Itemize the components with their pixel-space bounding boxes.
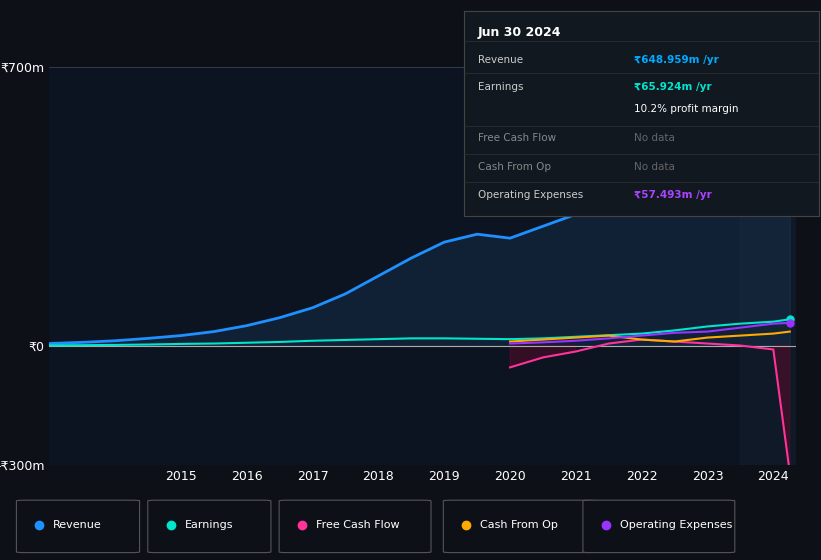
Text: 10.2% profit margin: 10.2% profit margin xyxy=(634,104,739,114)
Text: Earnings: Earnings xyxy=(185,520,233,530)
FancyBboxPatch shape xyxy=(279,500,431,553)
Text: Cash From Op: Cash From Op xyxy=(480,520,558,530)
Text: ₹648.959m /yr: ₹648.959m /yr xyxy=(634,55,719,66)
Text: Revenue: Revenue xyxy=(478,55,523,66)
FancyBboxPatch shape xyxy=(443,500,595,553)
Text: Operating Expenses: Operating Expenses xyxy=(620,520,732,530)
FancyBboxPatch shape xyxy=(583,500,735,553)
Text: Revenue: Revenue xyxy=(53,520,102,530)
Bar xyxy=(741,67,796,465)
Text: No data: No data xyxy=(634,161,675,171)
Text: ₹65.924m /yr: ₹65.924m /yr xyxy=(634,82,712,92)
Text: Jun 30 2024: Jun 30 2024 xyxy=(478,26,562,39)
Text: Free Cash Flow: Free Cash Flow xyxy=(316,520,400,530)
Text: ₹57.493m /yr: ₹57.493m /yr xyxy=(634,190,712,200)
Text: No data: No data xyxy=(634,133,675,143)
FancyBboxPatch shape xyxy=(16,500,140,553)
Text: Earnings: Earnings xyxy=(478,82,524,92)
Text: Cash From Op: Cash From Op xyxy=(478,161,551,171)
Text: Operating Expenses: Operating Expenses xyxy=(478,190,583,200)
Text: Free Cash Flow: Free Cash Flow xyxy=(478,133,556,143)
FancyBboxPatch shape xyxy=(148,500,271,553)
